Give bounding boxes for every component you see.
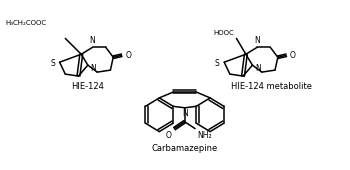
Text: N: N (255, 64, 261, 73)
Text: HIE-124: HIE-124 (71, 82, 104, 91)
Text: Carbamazepine: Carbamazepine (152, 143, 218, 152)
Text: N: N (254, 36, 260, 45)
Text: NH₂: NH₂ (197, 131, 211, 140)
Text: S: S (50, 59, 55, 68)
Text: HOOC: HOOC (214, 30, 234, 36)
Text: O: O (125, 51, 131, 60)
Text: N: N (91, 64, 96, 73)
Text: O: O (166, 131, 172, 140)
Text: N: N (182, 109, 188, 118)
Text: S: S (215, 59, 219, 68)
Text: O: O (290, 51, 296, 60)
Text: N: N (90, 36, 96, 45)
Text: H₃CH₂COOC: H₃CH₂COOC (5, 20, 47, 27)
Text: HIE-124 metabolite: HIE-124 metabolite (231, 82, 312, 91)
